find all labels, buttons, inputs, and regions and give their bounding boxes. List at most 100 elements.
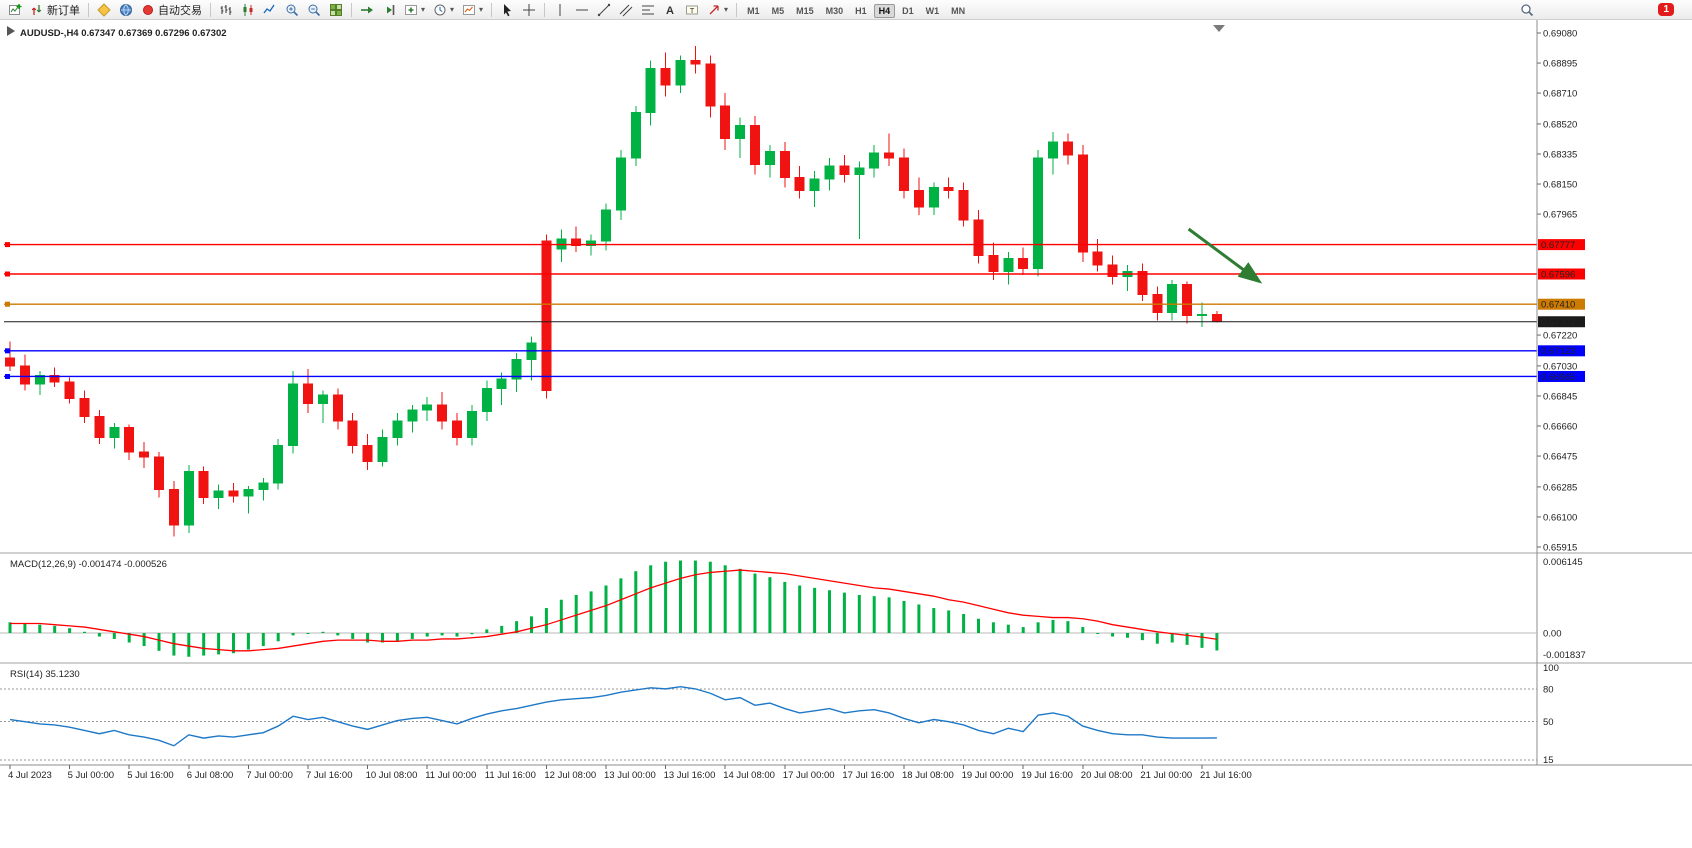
new-order-icon bbox=[31, 4, 42, 15]
timeframe-button-m15[interactable]: M15 bbox=[796, 5, 814, 16]
zoom-in-button[interactable] bbox=[281, 0, 303, 20]
tile-windows-button[interactable] bbox=[325, 0, 347, 20]
candlestick-chart-button[interactable] bbox=[237, 0, 259, 20]
chevron-down-icon: ▾ bbox=[724, 4, 729, 14]
svg-text:13 Jul 00:00: 13 Jul 00:00 bbox=[604, 770, 656, 781]
indicators-button[interactable]: ▾ bbox=[400, 0, 429, 20]
timeframe-button-d1[interactable]: D1 bbox=[902, 5, 914, 16]
vertical-line-tool-button[interactable] bbox=[549, 0, 571, 20]
line-handle[interactable] bbox=[5, 348, 10, 354]
svg-text:0.67030: 0.67030 bbox=[1543, 361, 1577, 372]
label-tool-button[interactable]: T bbox=[681, 0, 703, 20]
svg-text:0.66100: 0.66100 bbox=[1543, 512, 1577, 523]
svg-text:7 Jul 16:00: 7 Jul 16:00 bbox=[306, 770, 352, 781]
svg-text:14 Jul 08:00: 14 Jul 08:00 bbox=[723, 770, 775, 781]
line-handle[interactable] bbox=[5, 301, 10, 307]
svg-text:21 Jul 00:00: 21 Jul 00:00 bbox=[1140, 770, 1192, 781]
svg-text:20 Jul 08:00: 20 Jul 08:00 bbox=[1081, 770, 1133, 781]
line-handle[interactable] bbox=[5, 242, 10, 248]
line-chart-button[interactable] bbox=[259, 0, 281, 20]
svg-text:100: 100 bbox=[1543, 663, 1559, 674]
autotrading-button[interactable]: 自动交易 bbox=[137, 0, 206, 20]
fibonacci-tool-button[interactable] bbox=[637, 0, 659, 20]
label-icon: T bbox=[686, 5, 699, 14]
timeframe-button-m30[interactable]: M30 bbox=[825, 5, 844, 16]
arrows-tool-button[interactable]: ▾ bbox=[703, 0, 732, 20]
svg-text:0.66475: 0.66475 bbox=[1543, 451, 1577, 462]
svg-text:11 Jul 16:00: 11 Jul 16:00 bbox=[485, 770, 536, 781]
cursor-icon bbox=[504, 3, 512, 16]
svg-text:0.68150: 0.68150 bbox=[1543, 179, 1577, 190]
svg-text:0.67123: 0.67123 bbox=[1541, 346, 1575, 357]
template-icon bbox=[463, 4, 476, 15]
svg-text:0.67410: 0.67410 bbox=[1541, 300, 1575, 311]
svg-text:0.66285: 0.66285 bbox=[1543, 482, 1577, 493]
svg-text:10 Jul 08:00: 10 Jul 08:00 bbox=[366, 770, 418, 781]
svg-text:11 Jul 00:00: 11 Jul 00:00 bbox=[425, 770, 476, 781]
price-chart[interactable]: 0.67777 0.67596 0.67410 0.67302 0.67123 0.669… bbox=[0, 20, 1692, 848]
cursor-button[interactable] bbox=[496, 0, 518, 20]
notification-badge[interactable]: 1 bbox=[1658, 3, 1674, 16]
svg-text:6 Jul 08:00: 6 Jul 08:00 bbox=[187, 770, 233, 781]
trendline-tool-button[interactable] bbox=[593, 0, 615, 20]
auto-scroll-button[interactable] bbox=[356, 0, 378, 20]
main-toolbar: 新订单 自动交易 ▾ ▾ ▾ A T ▾ M1 M5 M15 M30 H1 H4 D1 W1 M… bbox=[0, 0, 1692, 20]
timeframe-button-mn[interactable]: MN bbox=[951, 5, 966, 16]
svg-text:0.67965: 0.67965 bbox=[1543, 209, 1577, 220]
one-click-trading-toggle[interactable] bbox=[7, 26, 15, 36]
timeframe-button-m1[interactable]: M1 bbox=[747, 5, 760, 16]
vertical-line-icon bbox=[559, 3, 561, 16]
periods-button[interactable]: ▾ bbox=[429, 0, 458, 20]
search-icon bbox=[1521, 3, 1534, 16]
macd-signal-line bbox=[10, 569, 1217, 652]
svg-text:15: 15 bbox=[1543, 755, 1554, 766]
search-button[interactable] bbox=[1516, 0, 1538, 20]
price-line-label bbox=[1538, 239, 1585, 251]
svg-text:0.67596: 0.67596 bbox=[1541, 269, 1575, 280]
svg-text:17 Jul 00:00: 17 Jul 00:00 bbox=[783, 770, 835, 781]
zoom-out-button[interactable] bbox=[303, 0, 325, 20]
templates-button[interactable]: ▾ bbox=[458, 0, 487, 20]
svg-text:0.00: 0.00 bbox=[1543, 628, 1562, 639]
svg-text:0.69080: 0.69080 bbox=[1543, 28, 1577, 39]
line-handle[interactable] bbox=[5, 271, 10, 277]
chart-shift-button[interactable] bbox=[378, 0, 400, 20]
timeframe-button-m5[interactable]: M5 bbox=[771, 5, 785, 16]
svg-text:0.68335: 0.68335 bbox=[1543, 149, 1577, 160]
autotrading-icon bbox=[143, 4, 153, 15]
svg-text:19 Jul 00:00: 19 Jul 00:00 bbox=[962, 770, 1014, 781]
crosshair-button[interactable] bbox=[518, 0, 540, 20]
price-line-label bbox=[1538, 298, 1585, 310]
svg-text:19 Jul 16:00: 19 Jul 16:00 bbox=[1021, 770, 1073, 781]
toolbar-divider bbox=[491, 2, 493, 17]
channel-tool-button[interactable] bbox=[615, 0, 637, 20]
price-lines-layer[interactable]: 0.67777 0.67596 0.67410 0.67302 0.67123 0.669… bbox=[4, 239, 1585, 383]
horizontal-line-tool-button[interactable] bbox=[571, 0, 593, 20]
svg-text:5 Jul 16:00: 5 Jul 16:00 bbox=[127, 770, 173, 781]
bar-chart-button[interactable] bbox=[215, 0, 237, 20]
chart-shift-marker[interactable] bbox=[1213, 25, 1225, 32]
auto-scroll-icon bbox=[361, 6, 373, 13]
text-tool-button[interactable]: A bbox=[659, 0, 681, 20]
svg-text:0.68520: 0.68520 bbox=[1543, 119, 1577, 130]
timeframe-button-h1[interactable]: H1 bbox=[855, 5, 867, 16]
price-line-label bbox=[1538, 268, 1585, 280]
timeframe-group: M1 M5 M15 M30 H1 H4 D1 W1 MN bbox=[741, 1, 971, 19]
macd-panel: MACD(12,26,9) -0.001474 -0.000526 0.00614… bbox=[0, 557, 1586, 661]
timeframe-button-w1[interactable]: W1 bbox=[925, 5, 940, 16]
profiles-button[interactable] bbox=[115, 0, 137, 20]
svg-text:0.67302: 0.67302 bbox=[1541, 317, 1575, 328]
chart-frame bbox=[0, 20, 1692, 766]
candlestick-icon bbox=[243, 3, 253, 16]
time-axis[interactable]: 4 Jul 2023 5 Jul 00:00 5 Jul 16:00 6 Jul 08… bbox=[8, 765, 1252, 781]
new-chart-button[interactable] bbox=[4, 0, 26, 20]
line-handle[interactable] bbox=[5, 373, 10, 379]
line-chart-icon bbox=[263, 4, 275, 13]
trend-arrow-annotation[interactable] bbox=[1187, 227, 1263, 284]
svg-text:17 Jul 16:00: 17 Jul 16:00 bbox=[842, 770, 894, 781]
globe-icon bbox=[120, 3, 132, 16]
metaeditor-button[interactable] bbox=[93, 0, 115, 20]
timeframe-button-h4[interactable]: H4 bbox=[873, 3, 896, 18]
new-order-button[interactable]: 新订单 bbox=[26, 0, 84, 20]
price-axis[interactable]: 0.69080 0.68895 0.68710 0.68520 0.68335 0.681… bbox=[1537, 28, 1577, 553]
